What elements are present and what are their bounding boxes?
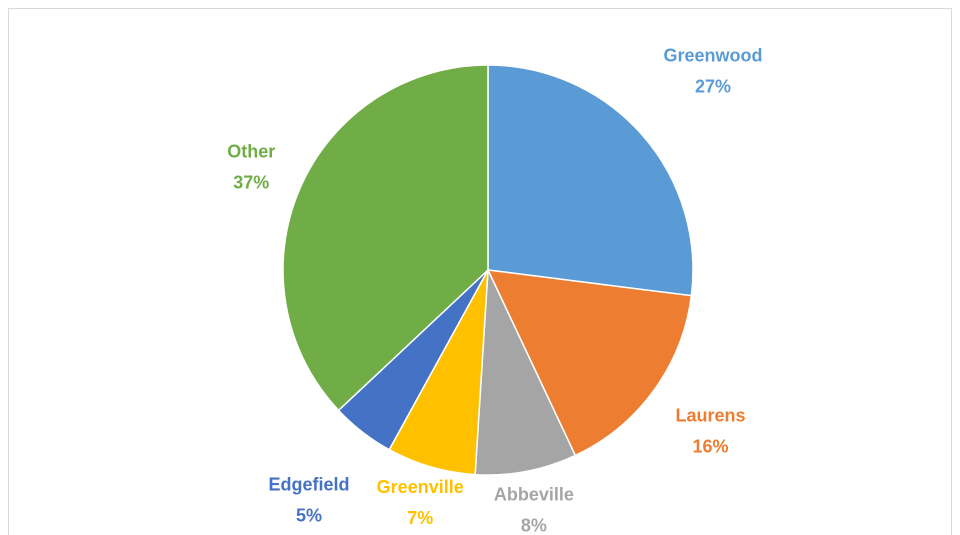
slice-value-label: 37% [233,172,269,192]
slice-value-label: 8% [521,515,547,535]
slice-label: Greenwood [664,45,763,65]
slice-value-label: 5% [296,505,322,525]
slice-label: Laurens [675,405,745,425]
slice-value-label: 7% [407,508,433,528]
pie-slice [486,269,693,457]
pie-slice [487,64,694,297]
slice-value-label: 16% [692,436,728,456]
slice-label: Abbeville [494,484,574,504]
pie-slice [282,64,489,412]
pie-slice [474,269,577,476]
slice-label: Other [227,141,275,161]
slice-value-label: 27% [695,76,731,96]
slice-label: Greenville [377,477,464,497]
slice-label: Edgefield [269,474,350,494]
